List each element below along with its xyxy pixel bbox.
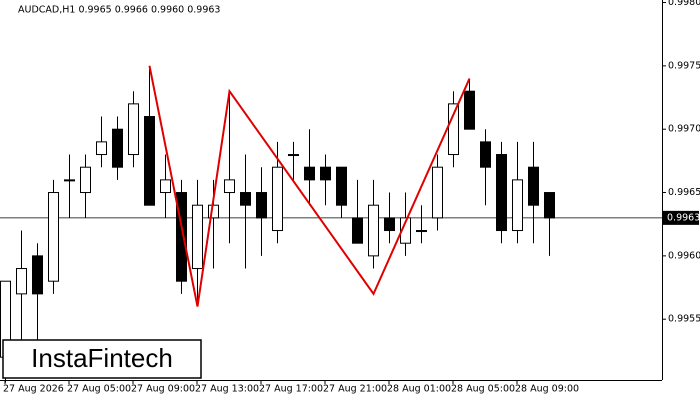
candle-body [464,90,475,130]
candle-body [448,103,459,156]
y-tick-label: 0.9980 [668,0,700,8]
chart-title: AUDCAD,H1 0.9965 0.9966 0.9960 0.9963 [18,5,220,16]
x-tick-label: 27 Aug 2026 [3,384,64,395]
candle-body [64,179,75,182]
candle-body [160,179,171,194]
candle-body [384,217,395,232]
candle-body [176,192,187,282]
candle-body [320,166,331,181]
candle-body [416,230,427,233]
y-tick-label: 0.9975 [668,60,700,71]
plot-area [0,65,662,383]
candle-body [400,217,411,244]
candle-body [128,103,139,156]
x-tick-label: 27 Aug 05:00 [67,384,131,395]
candle-body [512,179,523,232]
candle-body [432,166,443,219]
logo: InstaFintech [31,343,173,373]
current-price-tag: 0.9963 [663,210,700,225]
candle-body [496,154,507,232]
current-price-label: 0.9963 [667,212,700,223]
logo-box [2,339,202,379]
y-tick-label: 0.9960 [668,250,700,261]
candle-body [112,128,123,168]
x-tick-label: 28 Aug 09:00 [515,384,579,395]
candle-body [544,192,555,219]
candle-body [352,217,363,244]
candle-body [48,192,59,282]
y-tick-label: 0.9955 [668,314,700,325]
candle-body [288,154,299,157]
pattern-line [148,65,471,307]
candle-body [32,255,43,295]
candle-body [336,166,347,206]
candle-body [272,166,283,232]
x-tick-label: 28 Aug 01:00 [387,384,451,395]
candle-body [16,268,27,295]
candle-body [96,141,107,156]
candle-body [480,141,491,168]
candle-body [192,204,203,270]
x-tick-label: 27 Aug 17:00 [259,384,323,395]
x-tick-label: 27 Aug 21:00 [323,384,387,395]
x-tick-label: 27 Aug 09:00 [131,384,195,395]
x-tick-label: 27 Aug 13:00 [195,384,259,395]
candle-body [304,166,315,181]
candle-body [256,192,267,219]
candle-body [80,166,91,194]
candle-body [144,116,155,206]
y-tick-label: 0.9970 [668,124,700,135]
current-price-box [663,210,699,225]
candle-body [224,179,235,194]
candle-body [528,166,539,206]
candle-body [240,192,251,206]
candle-body [368,204,379,257]
y-tick-label: 0.9965 [668,187,700,198]
x-tick-label: 28 Aug 05:00 [451,384,515,395]
